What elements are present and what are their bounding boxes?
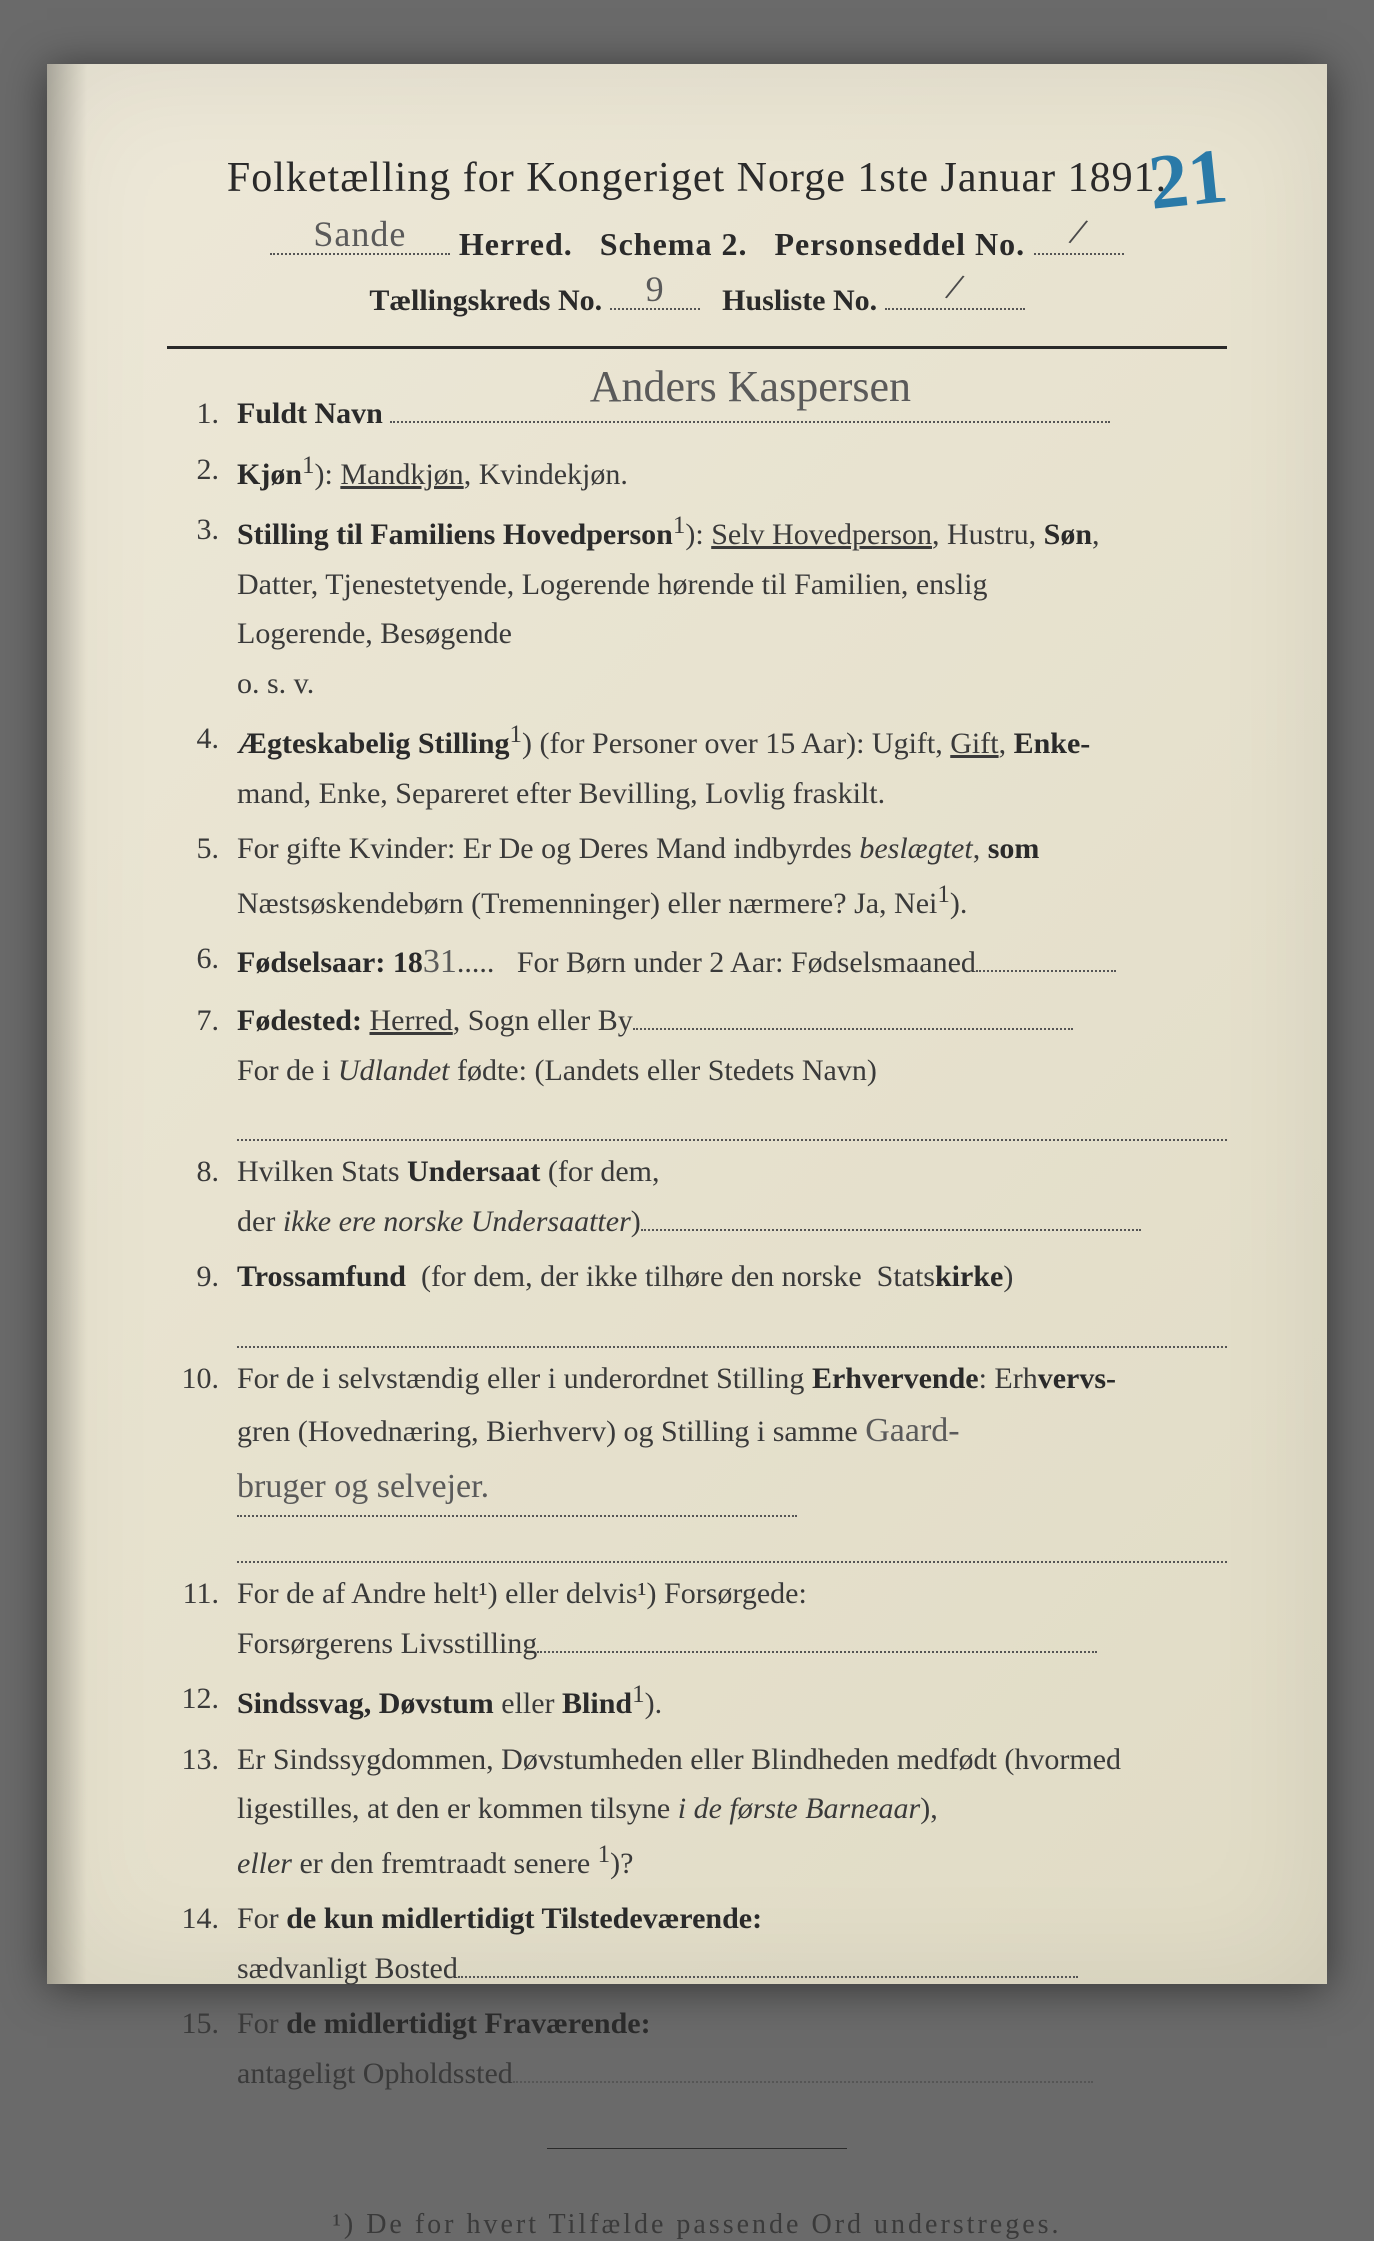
q6-label: Fødselsaar: 18 bbox=[237, 946, 423, 979]
schema-label: Schema 2. bbox=[600, 226, 748, 262]
item-3: 3. Stilling til Familiens Hovedperson1):… bbox=[167, 505, 1227, 708]
item-13: 13. Er Sindssygdommen, Døvstumheden elle… bbox=[167, 1735, 1227, 1889]
q5-line2: Næstsøskendebørn (Tremenninger) eller næ… bbox=[237, 887, 937, 920]
page-number-handwritten: 21 bbox=[1145, 130, 1232, 228]
q6-year-hand: 31 bbox=[423, 943, 457, 980]
q15-line2: antageligt Opholdssted bbox=[237, 2057, 513, 2090]
footnote-rule bbox=[547, 2148, 847, 2149]
item-5: 5. For gifte Kvinder: Er De og Deres Man… bbox=[167, 824, 1227, 928]
item-11: 11. For de af Andre helt¹) eller delvis¹… bbox=[167, 1569, 1227, 1668]
item-7: 7. Fødested: Herred, Sogn eller By For d… bbox=[167, 996, 1227, 1141]
q2-label: Kjøn bbox=[237, 458, 302, 491]
q11-line1: For de af Andre helt¹) eller delvis¹) Fo… bbox=[237, 1577, 807, 1610]
item-9: 9. Trossamfund (for dem, der ikke tilhør… bbox=[167, 1252, 1227, 1348]
q3-line2: Datter, Tjenestetyende, Logerende hørend… bbox=[237, 568, 988, 601]
husliste-label: Husliste No. bbox=[722, 284, 877, 317]
form-header: Folketælling for Kongeriget Norge 1ste J… bbox=[167, 154, 1227, 318]
kreds-label: Tællingskreds No. bbox=[369, 284, 602, 317]
item-12: 12. Sindssvag, Døvstum eller Blind1). bbox=[167, 1674, 1227, 1729]
item-6: 6. Fødselsaar: 1831..... For Børn under … bbox=[167, 934, 1227, 990]
footnote: ¹) De for hvert Tilfælde passende Ord un… bbox=[167, 2209, 1227, 2241]
q3-line4: o. s. v. bbox=[237, 667, 314, 700]
herred-handwritten: Sande bbox=[270, 213, 450, 255]
header-row-1: Sande Herred. Schema 2. Personseddel No.… bbox=[167, 220, 1227, 263]
census-form-page: 21 Folketælling for Kongeriget Norge 1st… bbox=[47, 64, 1327, 1984]
q14-line2: sædvanligt Bosted bbox=[237, 1952, 458, 1985]
header-row-2: Tællingskreds No. 9 Husliste No. / bbox=[167, 277, 1227, 318]
kreds-hand: 9 bbox=[610, 268, 700, 310]
q1-hand: Anders Kaspersen bbox=[390, 351, 1110, 424]
header-rule bbox=[167, 346, 1227, 349]
item-14: 14. For de kun midlertidigt Tilstedevære… bbox=[167, 1894, 1227, 1993]
item-1: 1. Fuldt Navn Anders Kaspersen bbox=[167, 389, 1227, 439]
form-title: Folketælling for Kongeriget Norge 1ste J… bbox=[167, 154, 1227, 202]
item-4: 4. Ægteskabelig Stilling1) (for Personer… bbox=[167, 714, 1227, 818]
herred-label: Herred. bbox=[459, 226, 573, 262]
q9-label: Trossamfund bbox=[237, 1260, 406, 1293]
q3-label: Stilling til Familiens Hovedperson bbox=[237, 518, 673, 551]
item-15: 15. For de midlertidigt Fraværende: anta… bbox=[167, 1999, 1227, 2098]
q6-rest: For Børn under 2 Aar: Fødselsmaaned bbox=[517, 946, 976, 979]
q13-line1: Er Sindssygdommen, Døvstumheden eller Bl… bbox=[237, 1743, 1121, 1776]
q11-line2: Forsørgerens Livsstilling bbox=[237, 1627, 537, 1660]
item-2: 2. Kjøn1): Mandkjøn, Kvindekjøn. bbox=[167, 445, 1227, 500]
q3-line3: Logerende, Besøgende bbox=[237, 617, 512, 650]
personseddel-hand: / bbox=[1029, 194, 1130, 269]
q4-label: Ægteskabelig Stilling bbox=[237, 727, 510, 760]
q10-hand1: Gaard- bbox=[865, 1412, 959, 1449]
q4-line2: mand, Enke, Separeret efter Bevilling, L… bbox=[237, 777, 885, 810]
q1-label: Fuldt Navn bbox=[237, 397, 383, 430]
q10-hand2: bruger og selvejer. bbox=[237, 1459, 797, 1517]
q7-label: Fødested: bbox=[237, 1004, 362, 1037]
item-8: 8. Hvilken Stats Undersaat (for dem, der… bbox=[167, 1147, 1227, 1246]
item-10: 10. For de i selvstændig eller i underor… bbox=[167, 1354, 1227, 1564]
